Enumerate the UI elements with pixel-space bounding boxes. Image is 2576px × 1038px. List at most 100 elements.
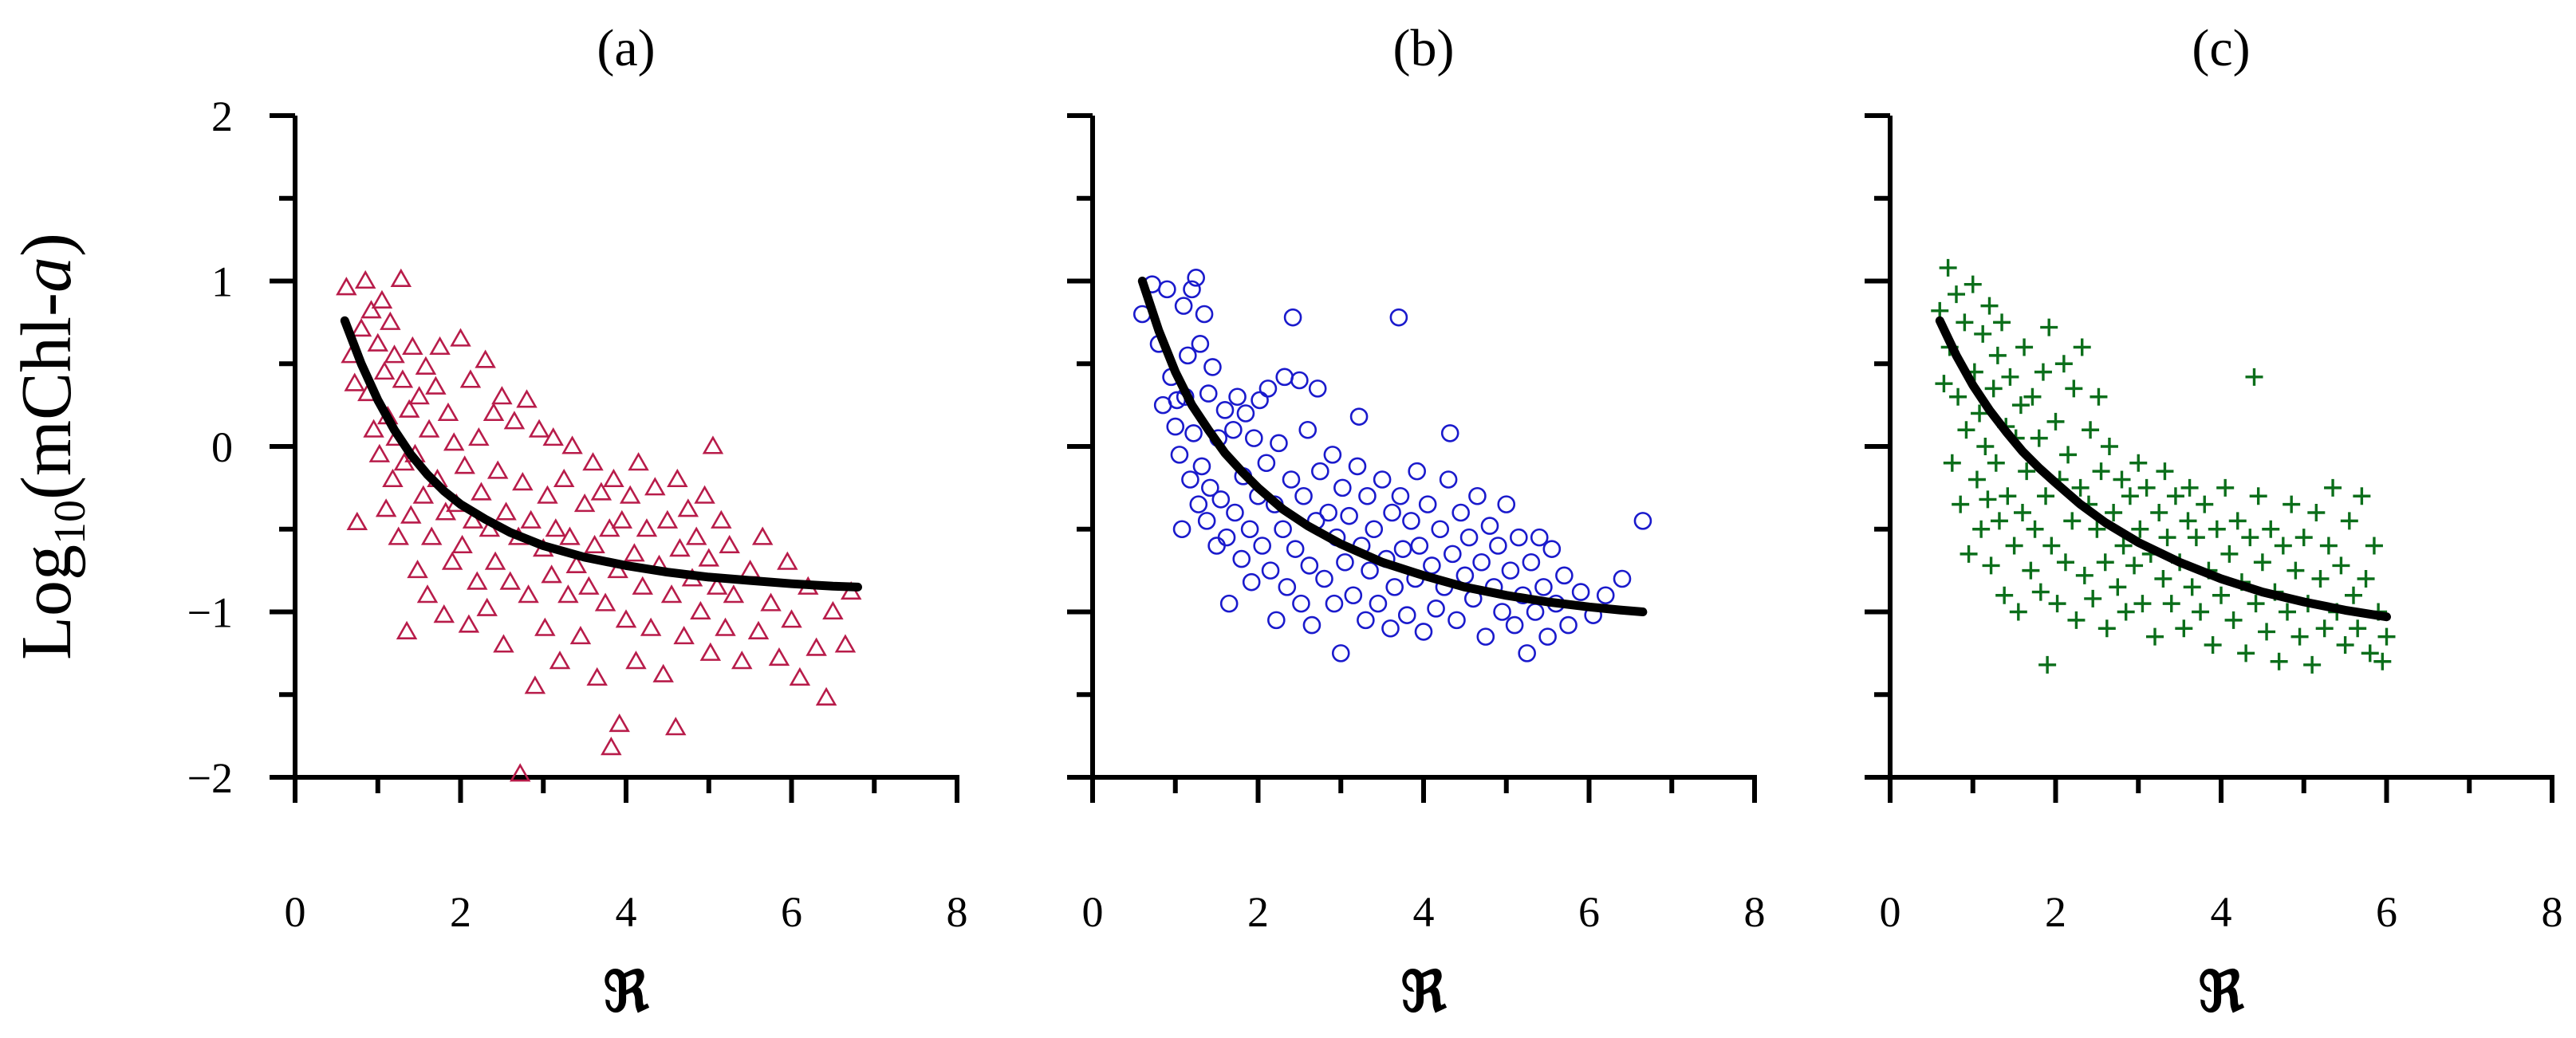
scatter-point: [2005, 537, 2023, 555]
panel-a-fit-curve: [340, 316, 862, 592]
scatter-point: [559, 526, 581, 545]
panel-a-y-tick-label: 2: [211, 92, 233, 140]
panel-b-x-tick-label: 0: [1082, 888, 1104, 936]
scatter-point: [1187, 269, 1205, 287]
scatter-point: [636, 518, 658, 537]
scatter-point: [1286, 540, 1305, 558]
scatter-point: [1217, 528, 1236, 547]
scatter-point: [437, 402, 459, 422]
scatter-point: [1298, 420, 1318, 439]
scatter-point: [1967, 470, 1986, 489]
scatter-point: [486, 460, 509, 479]
scatter-point: [541, 564, 562, 584]
scatter-point: [467, 571, 488, 590]
panel-a-y-tick-label: 0: [211, 423, 233, 471]
scatter-point: [1275, 368, 1294, 387]
scatter-point: [1197, 512, 1216, 530]
scatter-point: [673, 626, 695, 645]
scatter-point: [2249, 487, 2267, 505]
panel-c-fit-curve: [1935, 316, 2391, 622]
scatter-point: [2063, 512, 2082, 530]
scatter-point: [601, 737, 622, 756]
scatter-point: [373, 361, 396, 380]
panel-a: (a) −2 −1 0 1 2 0 2 4 6 8 ℜ: [187, 19, 968, 1024]
scatter-point: [1257, 454, 1276, 473]
scatter-point: [1960, 545, 1978, 563]
scatter-point: [2129, 454, 2148, 472]
scatter-point: [2220, 545, 2239, 563]
scatter-point: [402, 336, 423, 356]
scatter-point: [368, 443, 391, 462]
scatter-point: [371, 289, 393, 309]
scatter-point: [2245, 368, 2263, 386]
scatter-point: [1964, 275, 1982, 293]
scatter-point: [1226, 503, 1244, 522]
scatter-point: [1282, 470, 1301, 489]
scatter-point: [2084, 589, 2102, 607]
scatter-point: [1251, 391, 1269, 410]
panel-c-x-tick-label: 2: [2045, 888, 2066, 936]
scatter-point: [1365, 520, 1384, 539]
scatter-point: [1427, 600, 1445, 618]
scatter-point: [475, 349, 496, 368]
scatter-point: [715, 617, 736, 636]
scatter-point: [2241, 529, 2259, 547]
scatter-point: [392, 369, 414, 388]
scatter-point: [418, 419, 440, 438]
scatter-point: [499, 571, 521, 590]
scatter-point: [1993, 313, 2011, 332]
scatter-point: [1995, 586, 2014, 604]
scatter-point: [777, 551, 798, 570]
scatter-point: [656, 509, 679, 529]
scatter-point: [1972, 520, 1991, 538]
scatter-point: [1538, 627, 1557, 646]
scatter-point: [2228, 512, 2247, 530]
scatter-point: [545, 518, 567, 537]
scatter-point: [1183, 280, 1201, 299]
scatter-point: [1943, 454, 1961, 472]
scatter-point: [2023, 387, 2042, 406]
scatter-point: [652, 663, 674, 682]
scatter-point: [561, 435, 583, 454]
scatter-point: [1451, 503, 1470, 522]
scatter-point: [2192, 603, 2210, 621]
scatter-point: [1431, 520, 1450, 539]
scatter-point: [518, 584, 539, 604]
scatter-point: [1526, 603, 1545, 621]
scatter-point: [2154, 570, 2172, 588]
scatter-point: [2204, 636, 2222, 654]
scatter-point: [632, 576, 653, 595]
scatter-point: [495, 501, 517, 521]
scatter-point: [2373, 652, 2392, 670]
scatter-point: [509, 763, 531, 782]
scatter-point: [412, 485, 435, 504]
scatter-point: [2353, 487, 2371, 505]
scatter-point: [1331, 644, 1350, 663]
scatter-point: [2071, 478, 2090, 497]
panel-a-y-tick-label: −1: [187, 589, 233, 637]
scatter-point: [2336, 636, 2354, 654]
scatter-point: [1982, 556, 2000, 575]
scatter-point: [1253, 537, 1271, 555]
scatter-point: [702, 435, 724, 454]
scatter-point: [1459, 528, 1479, 547]
scatter-point: [1245, 429, 1263, 447]
scatter-point: [667, 468, 688, 488]
scatter-point: [1283, 308, 1302, 327]
scatter-point: [731, 651, 753, 670]
scatter-point: [669, 538, 691, 557]
scatter-point: [503, 411, 526, 430]
scatter-point: [346, 511, 368, 531]
scatter-point: [578, 576, 600, 595]
scatter-point: [1174, 297, 1193, 315]
scatter-point: [747, 620, 770, 639]
scatter-point: [1357, 611, 1375, 630]
scatter-point: [665, 717, 687, 736]
scatter-point: [2303, 655, 2322, 674]
scatter-point: [1236, 404, 1255, 423]
scatter-point: [415, 356, 437, 375]
scatter-point: [433, 604, 455, 623]
scatter-point: [380, 311, 401, 330]
scatter-point: [1336, 552, 1354, 572]
scatter-point: [768, 647, 790, 666]
